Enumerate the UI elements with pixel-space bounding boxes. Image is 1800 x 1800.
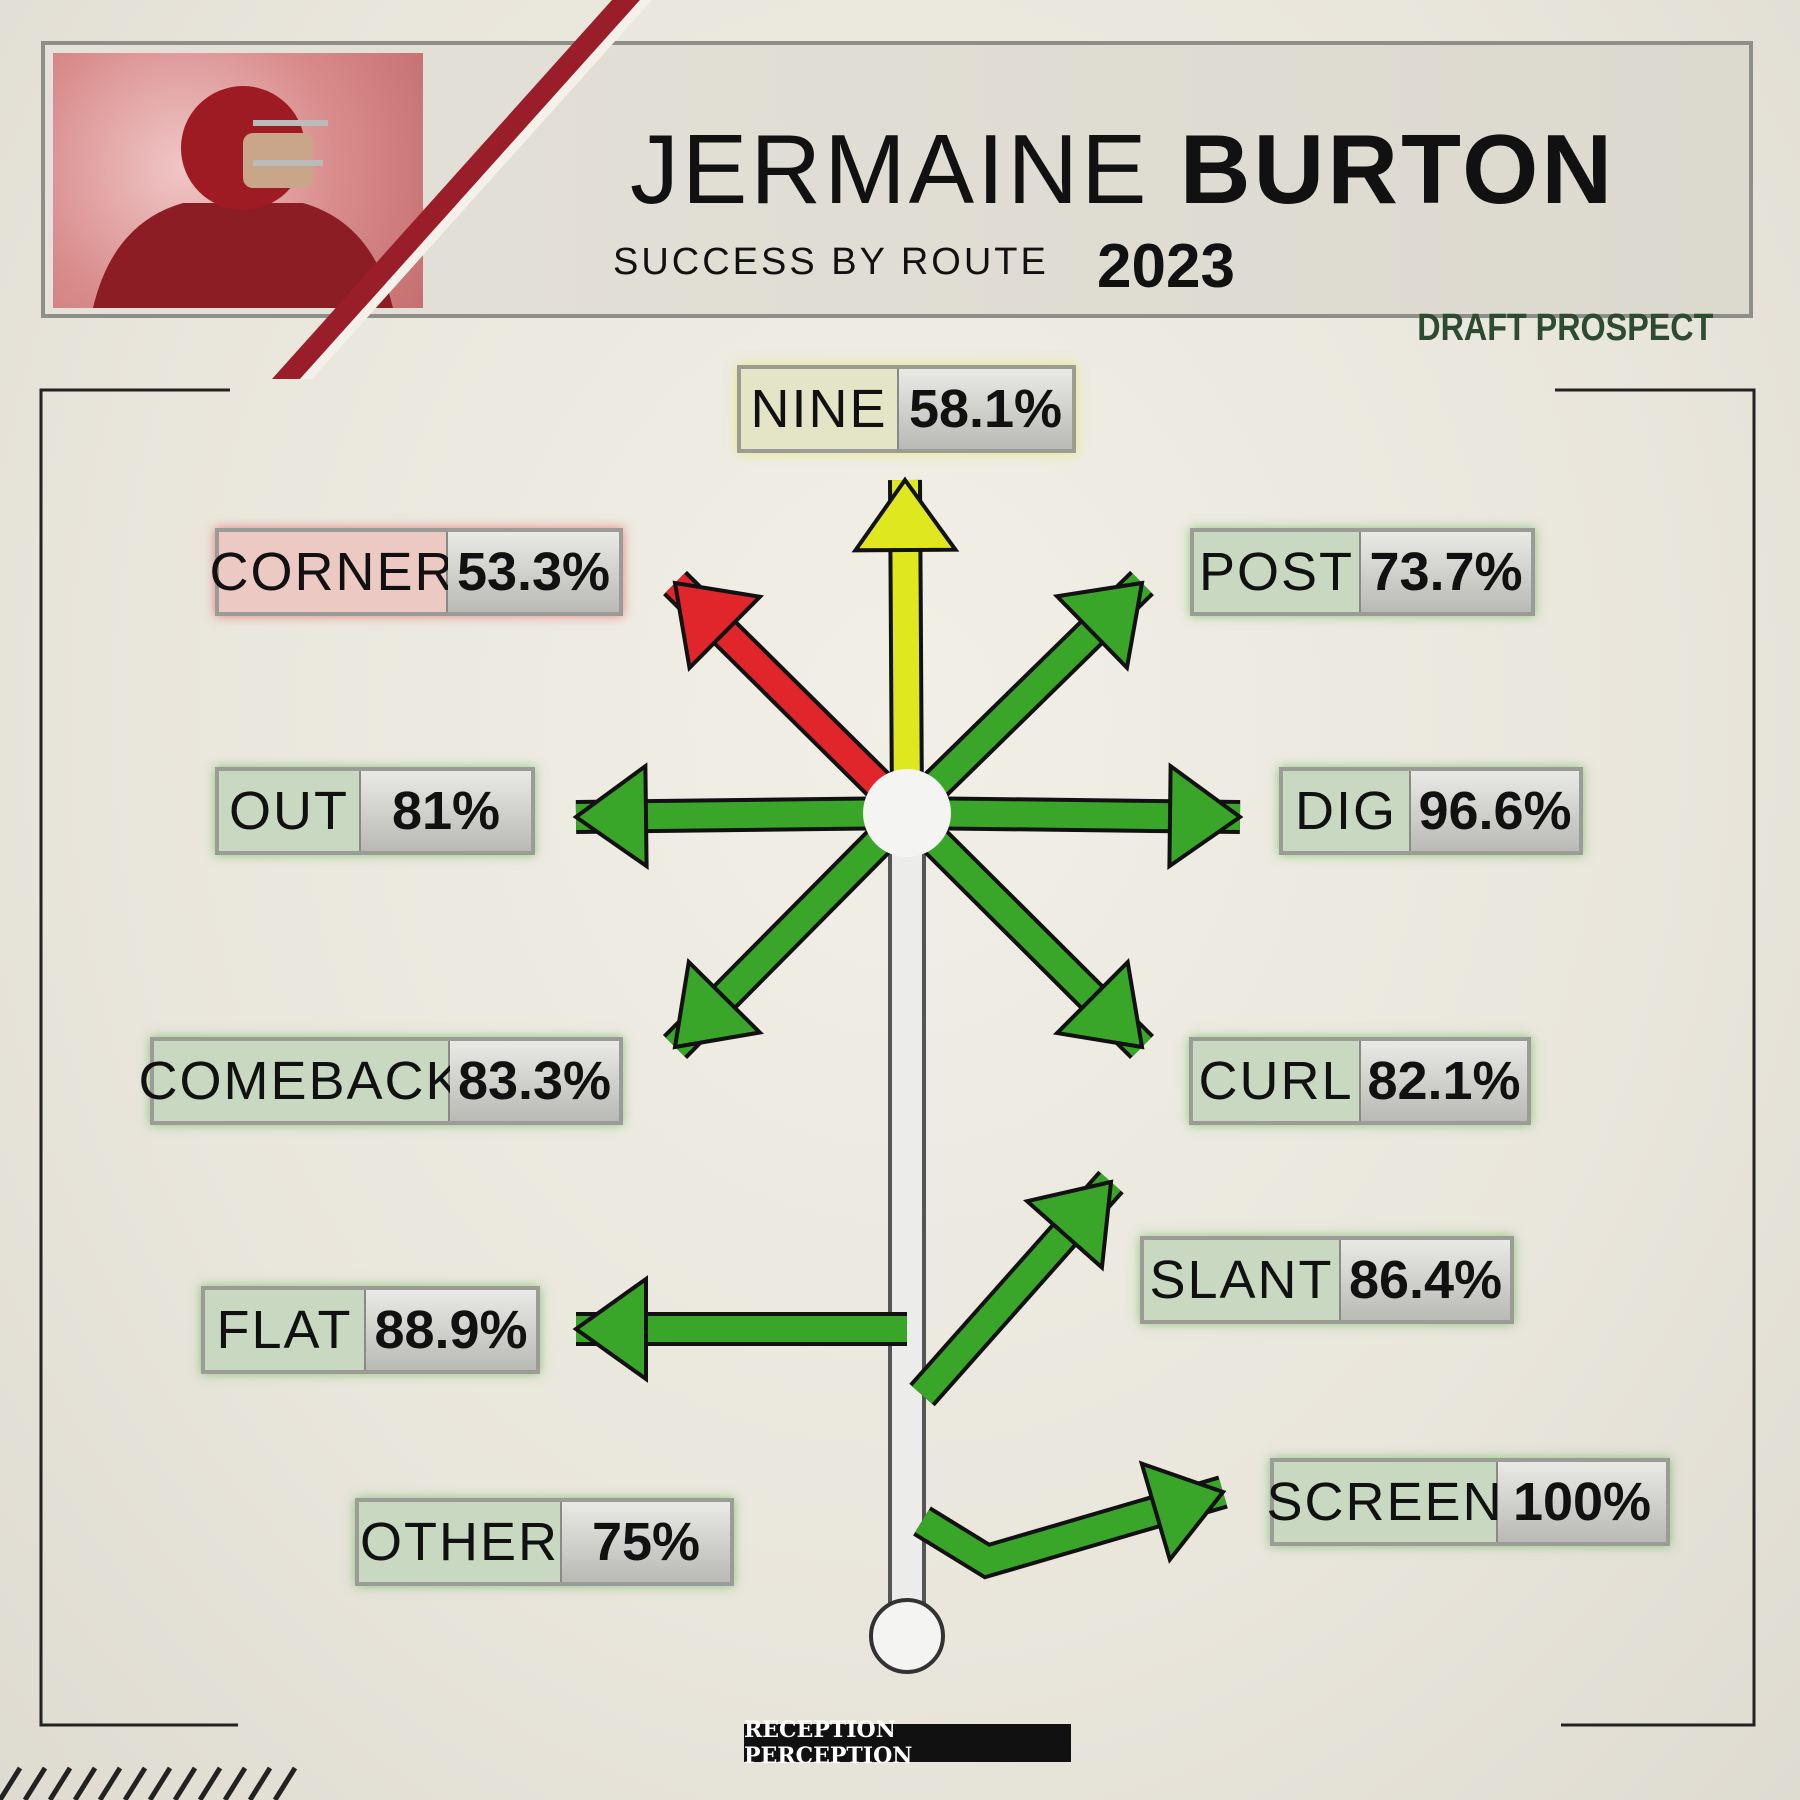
arrow-head	[1022, 1179, 1114, 1272]
arrow-head	[1138, 1460, 1227, 1564]
subtitle: SUCCESS BY ROUTE	[613, 241, 1049, 283]
arrows	[572, 476, 1244, 1674]
route-value: 75%	[562, 1502, 730, 1582]
route-value: 100%	[1498, 1462, 1666, 1542]
bracket	[39, 388, 238, 1727]
arrow-head	[672, 580, 765, 672]
route-box: OUT 81%	[215, 767, 535, 855]
route-box: CURL 82.1%	[1189, 1037, 1531, 1125]
route-name: SLANT	[1144, 1240, 1341, 1320]
route-box: OTHER 75%	[355, 1498, 734, 1586]
arrow-head	[572, 762, 649, 871]
route-name: FLAT	[205, 1290, 366, 1370]
tag: DRAFT PROSPECT	[1416, 307, 1713, 349]
route-box: DIG 96.6%	[1279, 767, 1583, 855]
bracket	[1555, 388, 1756, 1727]
arrow-head	[851, 476, 960, 553]
header: JERMAINE BURTON SUCCESS BY ROUTE 2023 DR…	[41, 41, 1753, 349]
route-value: 88.9%	[366, 1290, 536, 1370]
last-name: BURTON	[1179, 114, 1616, 224]
arrow-head	[1052, 580, 1145, 672]
route-value: 82.1%	[1361, 1041, 1527, 1121]
route-value: 86.4%	[1341, 1240, 1510, 1320]
route-value: 83.3%	[450, 1041, 619, 1121]
route-box: COMEBACK 83.3%	[138, 1037, 623, 1125]
year: 2023	[1097, 232, 1235, 301]
route-box: FLAT 88.9%	[201, 1286, 540, 1374]
route-name: OUT	[219, 771, 361, 851]
route-box: SLANT 86.4%	[1140, 1236, 1514, 1324]
route-name: OTHER	[359, 1502, 562, 1582]
title: JERMAINE BURTON	[630, 113, 1615, 226]
route-arrow	[915, 1479, 1227, 1576]
arrow-head	[572, 1275, 648, 1383]
arrow-head	[672, 957, 764, 1050]
route-name: COMEBACK	[138, 1041, 462, 1121]
route-name: POST	[1194, 532, 1361, 612]
route-box: CORNER 53.3%	[210, 528, 623, 616]
player-silhouette	[93, 86, 393, 308]
route-name: SCREEN	[1266, 1462, 1502, 1542]
hub	[863, 769, 951, 857]
player-photo	[53, 53, 423, 308]
arrow-head	[1167, 762, 1244, 871]
route-name: DIG	[1283, 771, 1411, 851]
arrow-head	[1052, 958, 1145, 1050]
logo: RECEPTION PERCEPTION	[744, 1717, 1071, 1769]
hatch	[0, 1766, 298, 1800]
route-name: CORNER	[210, 532, 454, 612]
route-box: POST 73.7%	[1190, 528, 1535, 616]
route-box: NINE 58.1%	[737, 365, 1076, 453]
route-name: CURL	[1193, 1041, 1361, 1121]
route-name: NINE	[741, 369, 899, 449]
route-box: SCREEN 100%	[1266, 1458, 1670, 1546]
route-value: 81%	[361, 771, 531, 851]
route-value: 58.1%	[899, 369, 1072, 449]
start-point	[869, 1598, 945, 1674]
route-value: 73.7%	[1361, 532, 1531, 612]
route-value: 96.6%	[1411, 771, 1579, 851]
first-name: JERMAINE	[630, 114, 1150, 224]
route-value: 53.3%	[448, 532, 619, 612]
